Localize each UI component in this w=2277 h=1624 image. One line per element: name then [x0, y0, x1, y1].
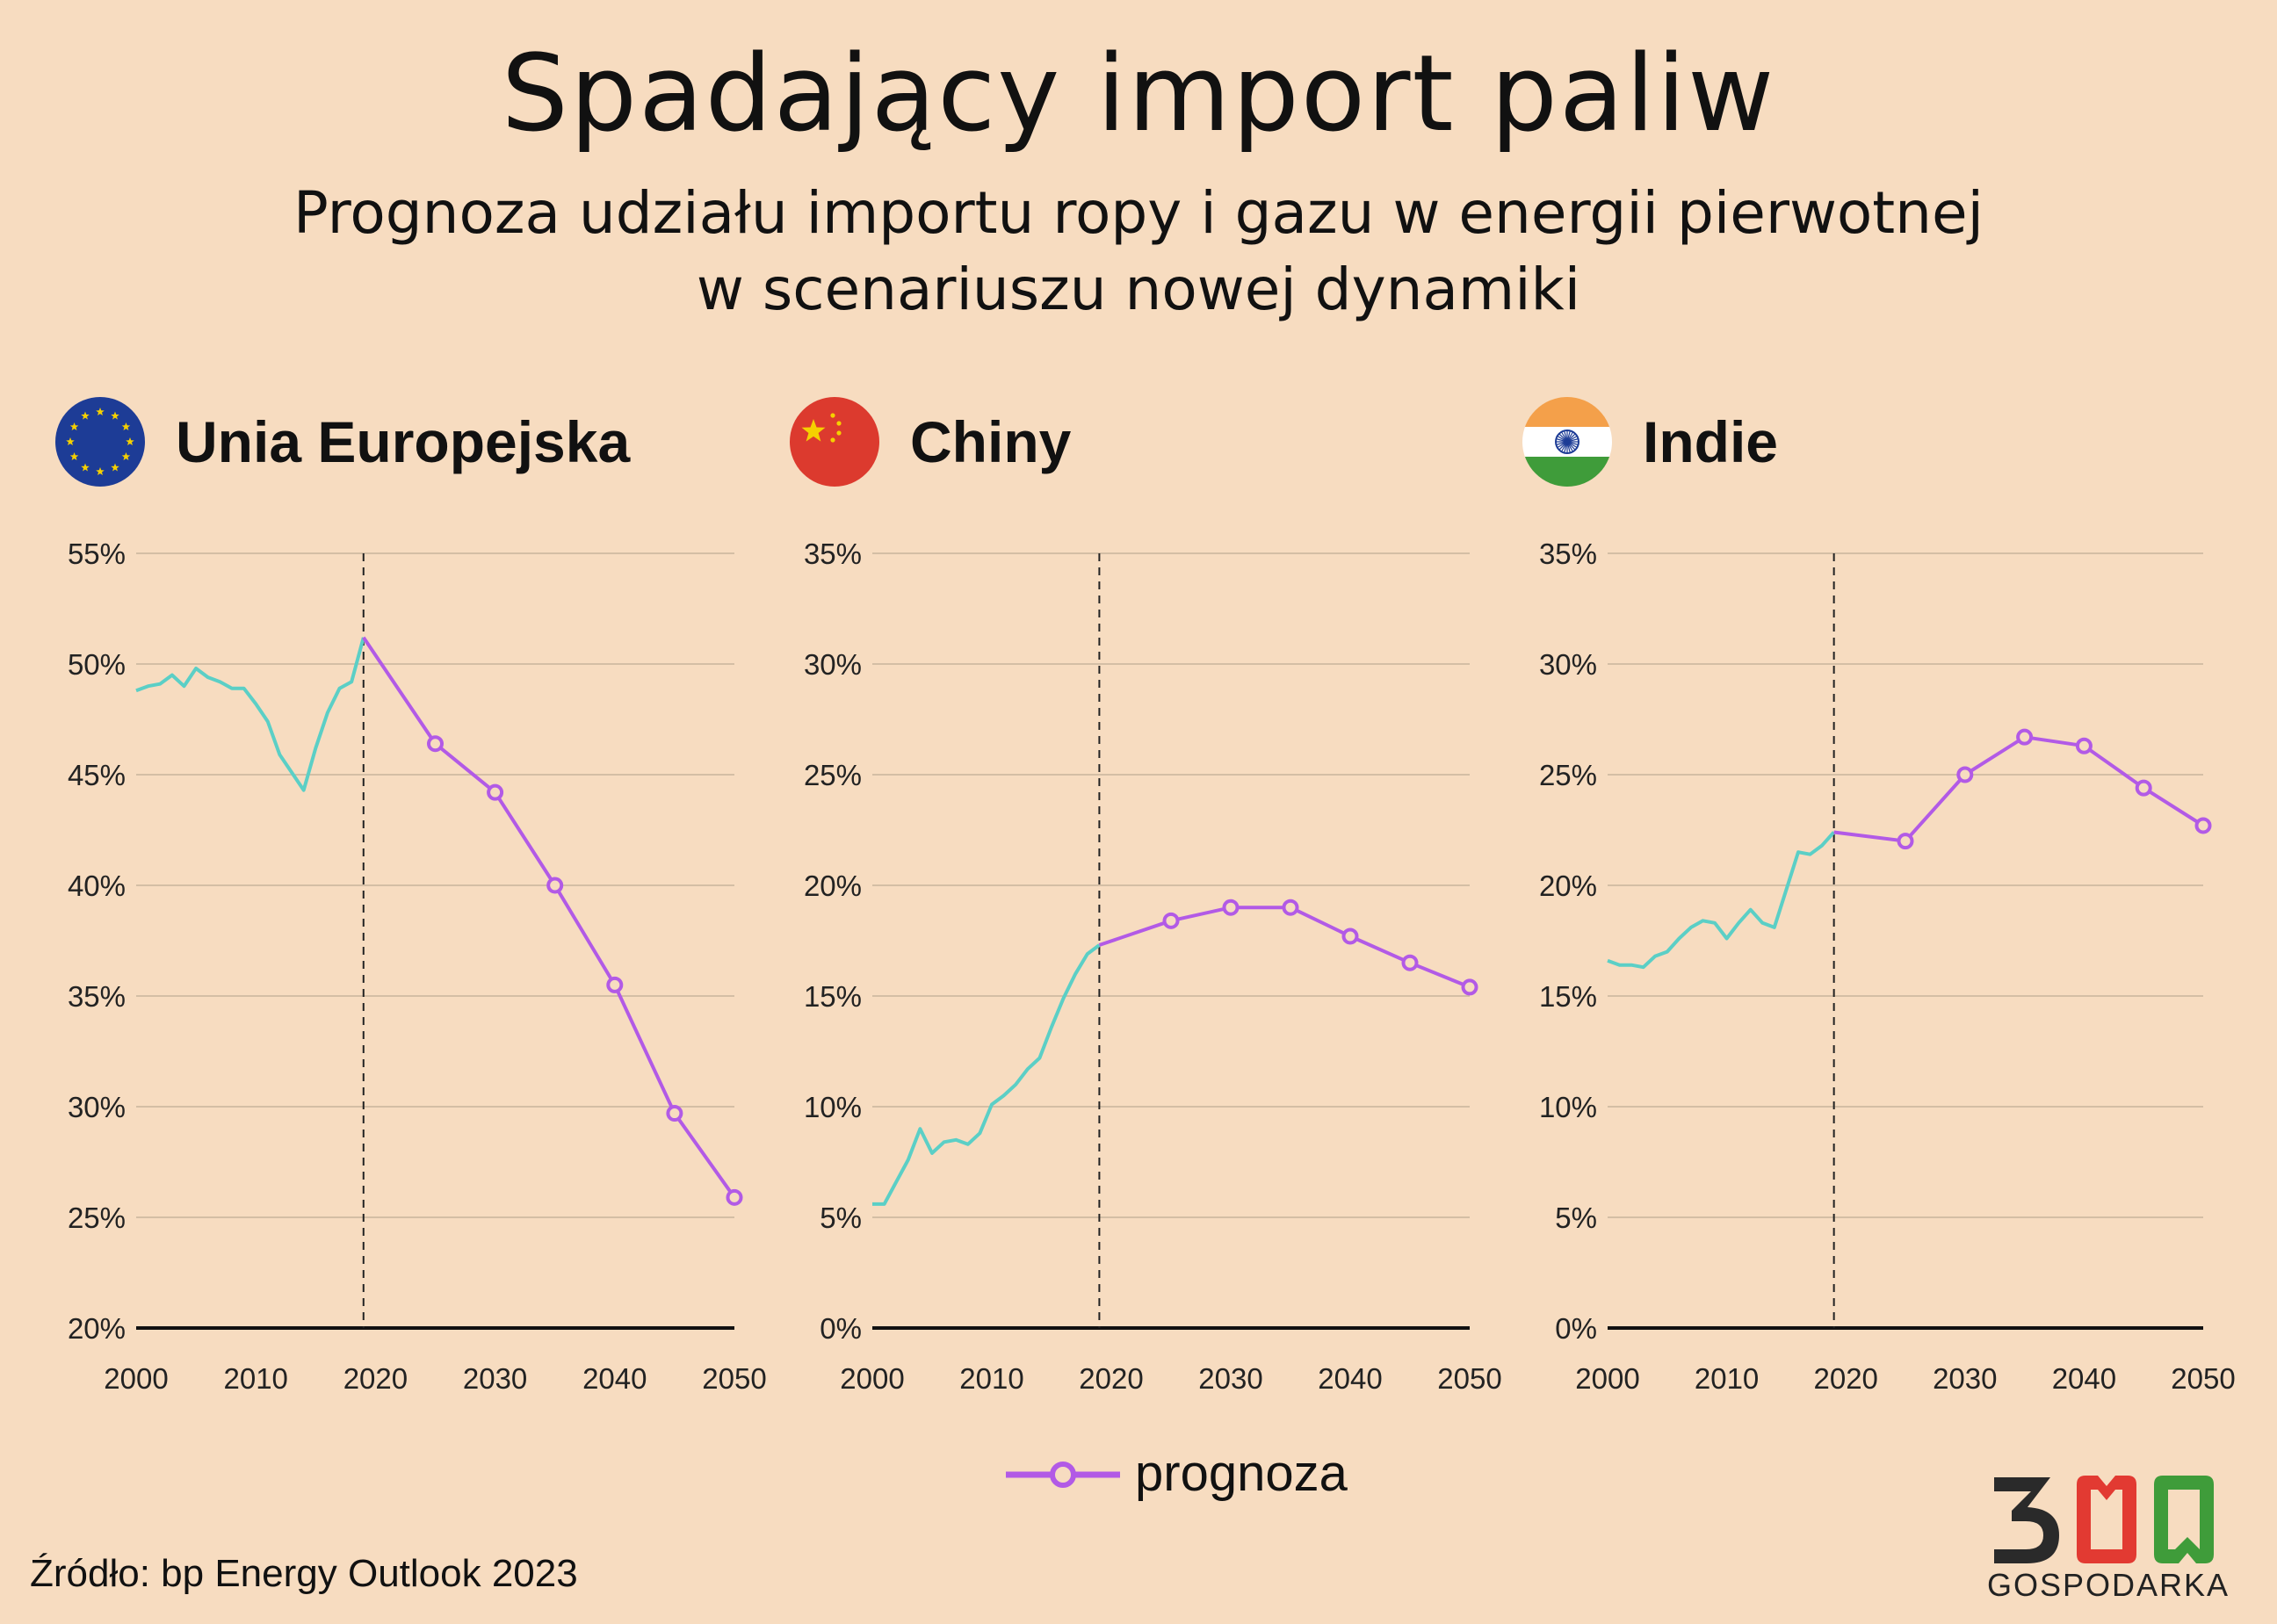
- y-tick-label: 45%: [68, 759, 126, 791]
- x-tick-label: 2020: [343, 1362, 408, 1395]
- eu-star-icon: [121, 422, 131, 431]
- logo-text: GOSPODARKA: [1987, 1567, 2230, 1603]
- y-tick-label: 5%: [820, 1202, 862, 1234]
- forecast-line: [1098, 906, 1471, 989]
- brand-logo: GOSPODARKA: [1987, 1465, 2251, 1606]
- x-tick-label: 2010: [223, 1362, 287, 1395]
- forecast-point: [1282, 899, 1299, 916]
- panel-header-eu: Unia Europejska: [54, 393, 722, 490]
- y-tick-label: 15%: [804, 980, 862, 1013]
- forecast-point: [1897, 833, 1914, 850]
- y-tick-label: 35%: [68, 980, 126, 1013]
- x-tick-label: 2000: [840, 1362, 904, 1395]
- x-tick-label: 2020: [1079, 1362, 1143, 1395]
- y-tick-label: 25%: [1539, 759, 1597, 791]
- x-tick-label: 2010: [959, 1362, 1023, 1395]
- y-tick-label: 10%: [804, 1091, 862, 1123]
- forecast-point: [2135, 779, 2152, 797]
- eu-star-icon: [81, 411, 90, 420]
- chakra-spoke: [1556, 438, 1579, 445]
- x-tick-label: 2030: [1198, 1362, 1262, 1395]
- y-tick-label: 20%: [804, 870, 862, 902]
- y-tick-label: 40%: [68, 870, 126, 902]
- y-tick-label: 50%: [68, 648, 126, 681]
- y-tick-label: 5%: [1555, 1202, 1597, 1234]
- china-flag-icon: [790, 397, 879, 487]
- forecast-point: [1461, 978, 1478, 996]
- x-tick-label: 2050: [702, 1362, 766, 1395]
- forecast-point: [726, 1188, 743, 1206]
- eu-star-icon: [111, 411, 119, 420]
- x-tick-label: 2010: [1695, 1362, 1759, 1395]
- y-tick-label: 0%: [1555, 1312, 1597, 1345]
- panel-header-india: Indie: [1522, 393, 2189, 490]
- legend-forecast-marker: [1006, 1462, 1120, 1488]
- forecast-point: [1162, 912, 1180, 929]
- subtitle-line-1: Prognoza udziału importu ropy i gazu w e…: [293, 179, 1984, 247]
- forecast-point: [1956, 766, 1974, 783]
- forecast-point: [546, 877, 564, 894]
- y-tick-label: 35%: [1539, 538, 1597, 570]
- eu-star-icon: [96, 408, 105, 416]
- eu-star-icon: [81, 463, 90, 472]
- x-tick-label: 2000: [1575, 1362, 1639, 1395]
- panel-title-china: Chiny: [910, 409, 1072, 474]
- eu-flag-icon: [55, 397, 145, 487]
- x-tick-label: 2040: [582, 1362, 647, 1395]
- panel-title-eu: Unia Europejska: [176, 409, 631, 474]
- source-note: Źródło: bp Energy Outlook 2023: [30, 1552, 578, 1595]
- forecast-point: [2075, 737, 2093, 754]
- eu-star-icon: [121, 452, 131, 461]
- forecast-point: [2016, 728, 2034, 746]
- y-tick-label: 10%: [1539, 1091, 1597, 1123]
- panel-header-china: Chiny: [789, 393, 1457, 490]
- panel-title-india: Indie: [1643, 409, 1779, 474]
- x-tick-label: 2020: [1813, 1362, 1877, 1395]
- y-tick-label: 25%: [68, 1202, 126, 1234]
- x-tick-label: 2050: [2171, 1362, 2235, 1395]
- x-tick-label: 2040: [2052, 1362, 2116, 1395]
- y-tick-label: 55%: [68, 538, 126, 570]
- y-tick-label: 20%: [1539, 870, 1597, 902]
- forecast-point: [427, 735, 444, 753]
- forecast-point: [606, 976, 624, 993]
- historical-line: [135, 637, 365, 792]
- legend-label: prognoza: [1135, 1445, 1348, 1502]
- forecast-point: [487, 783, 504, 801]
- y-tick-label: 30%: [1539, 648, 1597, 681]
- y-tick-label: 35%: [804, 538, 862, 570]
- logo-300-icon: [1994, 1476, 2214, 1563]
- forecast-point: [1401, 954, 1419, 971]
- x-tick-label: 2030: [463, 1362, 527, 1395]
- eu-star-icon: [126, 437, 134, 446]
- y-tick-label: 15%: [1539, 980, 1597, 1013]
- eu-star-icon: [66, 437, 75, 446]
- eu-star-icon: [69, 422, 79, 431]
- india-flag-icon: [1522, 397, 1612, 487]
- page-title: Spadający import paliw: [501, 33, 1776, 155]
- chart-eu: 20% 25% 30% 35% 40% 45% 50% 55% 2000 2010 2020 2030…: [68, 538, 767, 1395]
- historical-line: [872, 943, 1101, 1206]
- y-tick-label: 30%: [68, 1091, 126, 1123]
- chart-india: 0% 5% 10% 15% 20% 25% 30% 35% 2000 2010 2020 2030 20…: [1539, 538, 2236, 1395]
- y-tick-label: 25%: [804, 759, 862, 791]
- x-tick-label: 2040: [1318, 1362, 1382, 1395]
- forecast-point: [1222, 899, 1240, 916]
- x-tick-label: 2050: [1437, 1362, 1501, 1395]
- x-tick-label: 2030: [1933, 1362, 1997, 1395]
- forecast-point: [1341, 927, 1359, 945]
- forecast-point: [666, 1105, 683, 1122]
- historical-line: [1607, 831, 1836, 970]
- y-tick-label: 20%: [68, 1312, 126, 1345]
- y-tick-label: 30%: [804, 648, 862, 681]
- eu-star-icon: [111, 463, 119, 472]
- forecast-point: [2194, 817, 2212, 834]
- eu-star-icon: [96, 467, 105, 476]
- y-tick-label: 0%: [820, 1312, 862, 1345]
- chart-china: 0% 5% 10% 15% 20% 25% 30% 35% 2000 2010 2020 2030 20…: [804, 538, 1502, 1395]
- eu-star-icon: [69, 452, 79, 461]
- subtitle-line-2: w scenariuszu nowej dynamiki: [696, 256, 1581, 323]
- x-tick-label: 2000: [104, 1362, 168, 1395]
